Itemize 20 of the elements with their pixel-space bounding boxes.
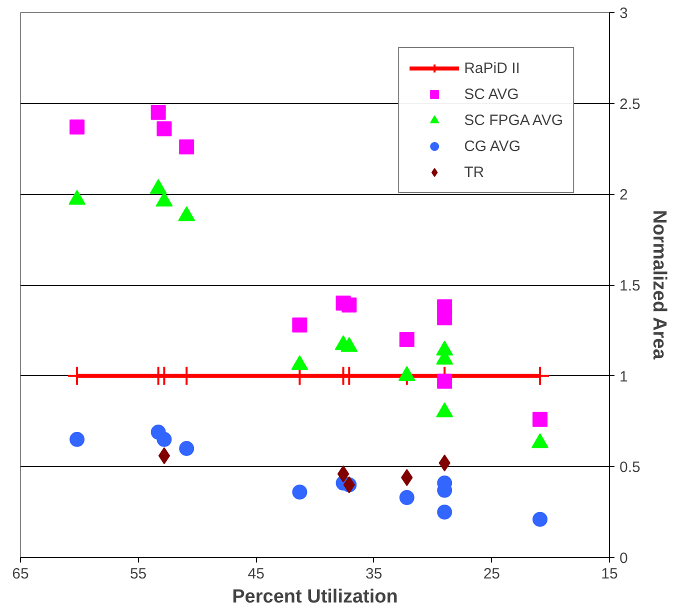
y-axis-title: Normalized Area <box>648 210 670 360</box>
legend-label: TR <box>464 164 484 180</box>
y-tick-label: 0 <box>620 550 628 567</box>
legend-label: CG AVG <box>464 138 520 154</box>
x-tick-label: 25 <box>483 566 500 582</box>
x-axis-title: Percent Utilization <box>232 586 398 608</box>
y-tick-label: 3 <box>620 5 628 22</box>
y-tick-label: 2 <box>620 186 628 204</box>
x-tick-label: 55 <box>130 566 147 582</box>
y-tick-label: 0.5 <box>620 459 640 476</box>
y-tick-label: 1.5 <box>620 278 640 294</box>
x-tick-label: 45 <box>248 566 264 582</box>
y-tick-label: 1 <box>620 368 628 386</box>
x-tick-label: 35 <box>366 566 382 582</box>
legend-label: RaPiD II <box>464 60 520 76</box>
legend-label: SC AVG <box>464 86 519 102</box>
legend-label: SC FPGA AVG <box>464 112 563 128</box>
y-tick-label: 2.5 <box>620 96 640 113</box>
x-tick-label: 65 <box>12 566 29 582</box>
x-tick-label: 15 <box>601 566 618 582</box>
